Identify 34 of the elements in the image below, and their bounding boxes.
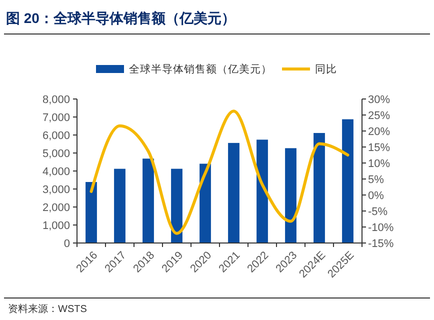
- text: 资料来源：WSTS: [8, 303, 88, 315]
- y2-tick-label: 30%: [368, 94, 390, 106]
- y-tick-label: 4,000: [42, 166, 70, 178]
- y2-tick-label: 10%: [368, 158, 390, 170]
- y2-tick-label: -5%: [368, 206, 388, 218]
- legend-label: 全球半导体销售额（亿美元）: [129, 62, 272, 76]
- bar: [171, 168, 182, 243]
- y-tick-label: 7,000: [42, 112, 70, 124]
- bar: [114, 168, 126, 243]
- y-tick-label: 1,000: [42, 220, 70, 232]
- y-tick-label: 5,000: [42, 148, 70, 160]
- y2-tick-label: 5%: [368, 174, 384, 186]
- bar: [314, 132, 325, 243]
- y2-tick-label: 15%: [368, 142, 390, 154]
- bar: [86, 182, 97, 243]
- y-tick-label: 0: [64, 238, 70, 250]
- y2-tick-label: 20%: [368, 126, 390, 138]
- y-tick-label: 2,000: [42, 202, 70, 214]
- y-tick-label: 6,000: [42, 130, 70, 142]
- y-tick-label: 8,000: [42, 94, 70, 106]
- bar: [142, 158, 154, 243]
- bar: [200, 164, 211, 243]
- y2-tick-label: -10%: [368, 222, 394, 234]
- chart-title: 图 20：全球半导体销售额（亿美元）: [6, 10, 236, 26]
- line-series: [90, 110, 350, 235]
- bar: [256, 140, 268, 243]
- y-tick-label: 3,000: [42, 184, 70, 196]
- legend-label: 同比: [315, 62, 337, 76]
- bar: [285, 148, 296, 243]
- y2-tick-label: 0%: [368, 190, 384, 202]
- y2-tick-label: -15%: [368, 238, 394, 250]
- bar: [342, 119, 354, 243]
- y2-tick-label: 25%: [368, 110, 390, 122]
- bar: [228, 142, 240, 243]
